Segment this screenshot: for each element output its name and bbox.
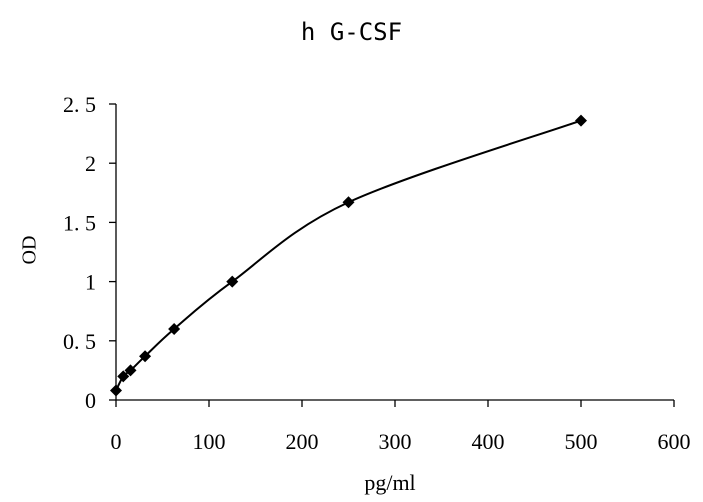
- y-tick-label: 1. 5: [63, 210, 96, 235]
- data-point: [139, 350, 152, 363]
- y-tick-label: 0: [85, 388, 96, 413]
- data-point: [226, 275, 239, 288]
- data-point: [110, 384, 122, 397]
- chart-title: h G-CSF: [300, 18, 403, 46]
- fit-curve-group: [115, 119, 582, 391]
- x-tick-label: 100: [193, 429, 226, 454]
- data-points: [110, 114, 587, 397]
- x-tick-label: 0: [111, 429, 122, 454]
- axis-ticks: 0 100 200 300 400 500 600 0 0. 5 1 1. 5 2 2. 5: [63, 92, 691, 454]
- x-tick-label: 300: [379, 429, 412, 454]
- data-point: [575, 114, 587, 127]
- y-tick-label: 0. 5: [63, 329, 96, 354]
- axes: [115, 104, 674, 401]
- x-axis-label: pg/ml: [364, 470, 416, 495]
- data-point: [342, 196, 355, 209]
- x-tick-label: 600: [658, 429, 691, 454]
- fit-curve: [115, 119, 582, 391]
- y-tick-label: 2. 5: [63, 92, 96, 117]
- x-tick-label: 400: [472, 429, 505, 454]
- data-point: [124, 364, 137, 377]
- data-point: [117, 370, 130, 383]
- x-tick-label: 500: [565, 429, 598, 454]
- y-tick-label: 2: [85, 151, 96, 176]
- data-point: [168, 322, 181, 335]
- y-tick-label: 1: [85, 270, 96, 295]
- x-tick-label: 200: [286, 429, 319, 454]
